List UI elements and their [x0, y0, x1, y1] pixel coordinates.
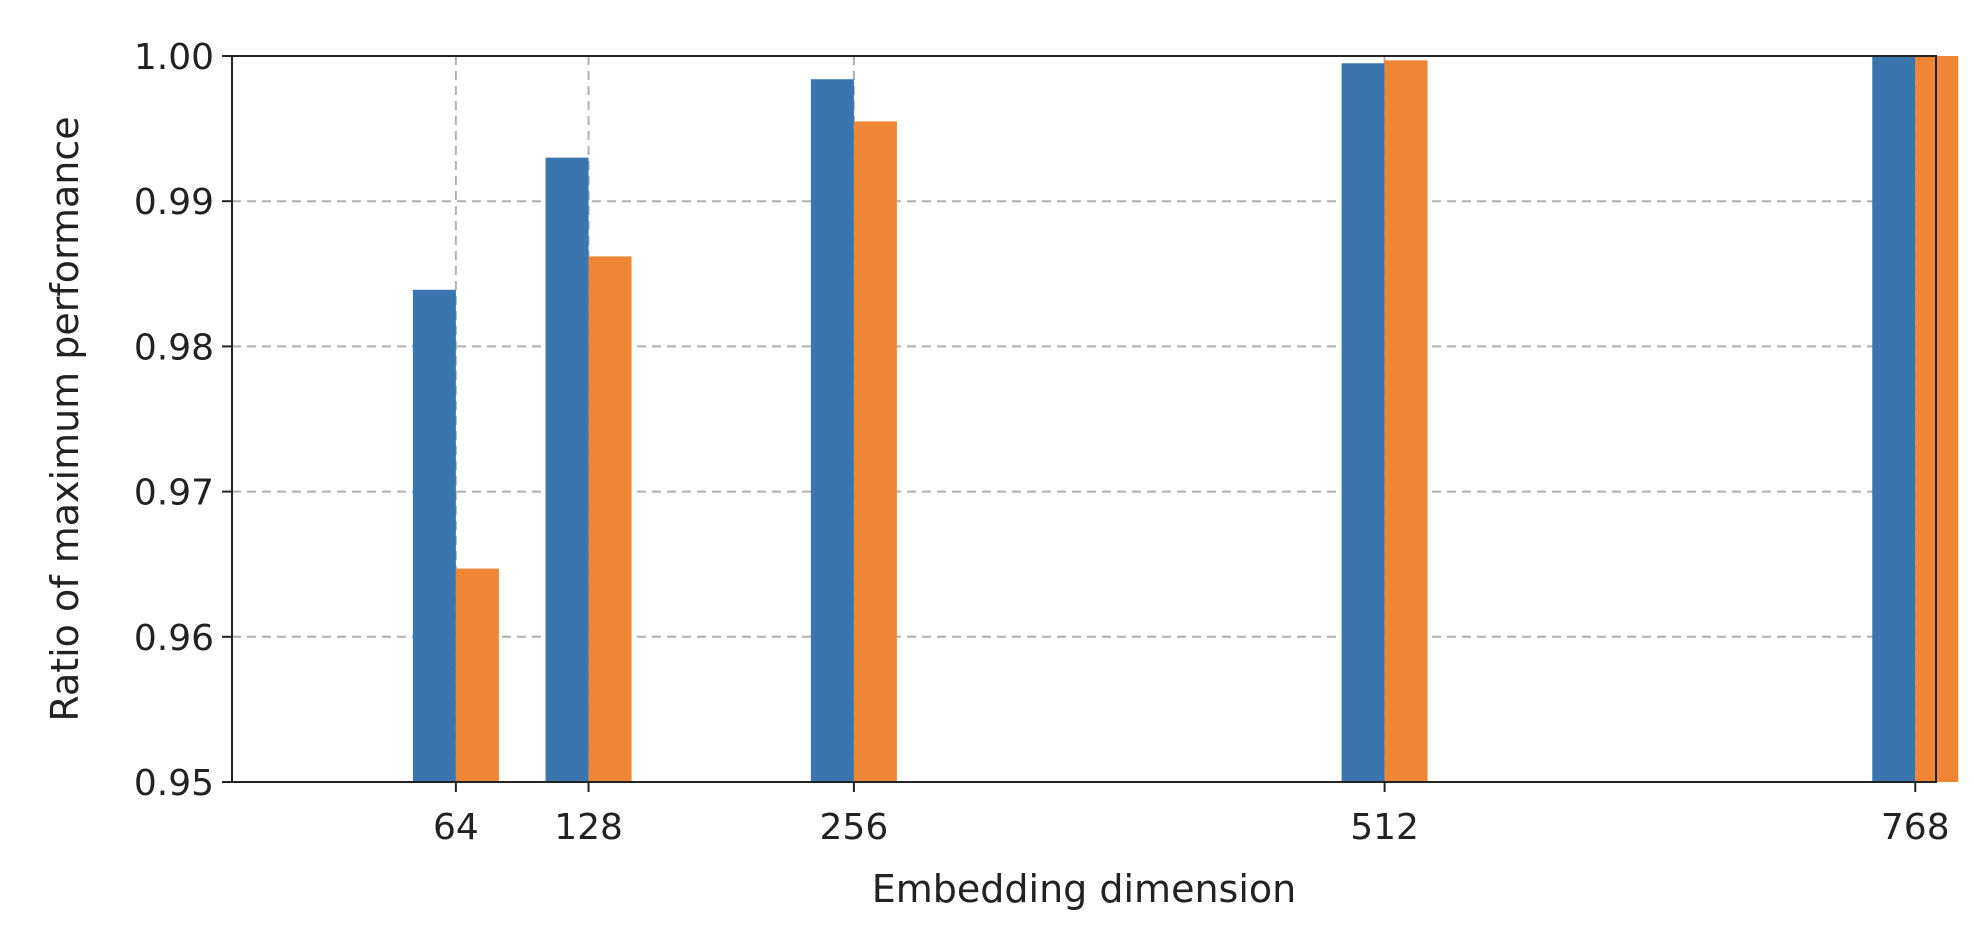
x-tick-label: 64: [433, 807, 479, 848]
y-tick-label: 0.99: [134, 182, 214, 223]
y-axis-label: Ratio of maximum performance: [43, 116, 87, 721]
bar: [853, 121, 897, 783]
bar: [1872, 56, 1916, 782]
y-tick-label: 0.95: [134, 763, 214, 804]
bar: [588, 256, 632, 783]
x-axis-ticks: 64 128 256 512 768: [433, 782, 1950, 848]
bar: [412, 289, 456, 782]
x-tick-label: 768: [1881, 807, 1950, 848]
bar: [545, 157, 589, 782]
y-tick-label: 0.96: [134, 618, 214, 659]
y-tick-label: 0.98: [134, 327, 214, 368]
bar: [810, 79, 854, 783]
y-tick-label: 1.00: [134, 37, 214, 78]
bars: [412, 56, 1959, 783]
bar: [455, 568, 499, 782]
y-axis-ticks: 0.95 0.96 0.97 0.98 0.99 1.00: [134, 37, 232, 804]
plot-frame: [231, 55, 1937, 783]
y-tick-label: 0.97: [134, 473, 214, 514]
bar: [1384, 60, 1428, 782]
x-tick-label: 512: [1350, 807, 1419, 848]
x-tick-label: 256: [820, 807, 889, 848]
x-axis-label: Embedding dimension: [872, 867, 1296, 911]
bar: [1341, 63, 1385, 782]
x-tick-label: 128: [554, 807, 623, 848]
